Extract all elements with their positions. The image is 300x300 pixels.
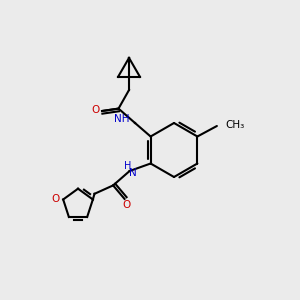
Text: NH: NH bbox=[114, 114, 130, 124]
Text: O: O bbox=[52, 194, 60, 205]
Text: O: O bbox=[122, 200, 130, 210]
Text: N: N bbox=[129, 167, 137, 178]
Text: O: O bbox=[91, 105, 100, 115]
Text: CH₃: CH₃ bbox=[225, 119, 244, 130]
Text: H: H bbox=[124, 160, 132, 171]
